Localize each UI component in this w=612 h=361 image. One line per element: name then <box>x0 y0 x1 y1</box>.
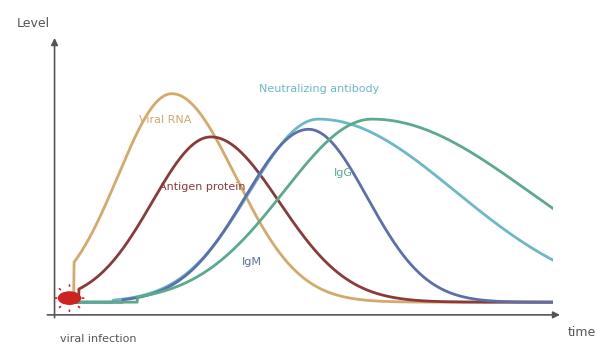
Text: time: time <box>568 326 596 339</box>
Text: IgM: IgM <box>241 257 261 268</box>
Text: Viral RNA: Viral RNA <box>140 115 192 125</box>
Text: Level: Level <box>17 17 50 30</box>
Circle shape <box>59 292 80 304</box>
Text: IgG: IgG <box>334 168 353 178</box>
Text: Antigen protein: Antigen protein <box>159 182 245 192</box>
Text: Neutralizing antibody: Neutralizing antibody <box>259 84 379 94</box>
Text: viral infection: viral infection <box>59 334 136 344</box>
